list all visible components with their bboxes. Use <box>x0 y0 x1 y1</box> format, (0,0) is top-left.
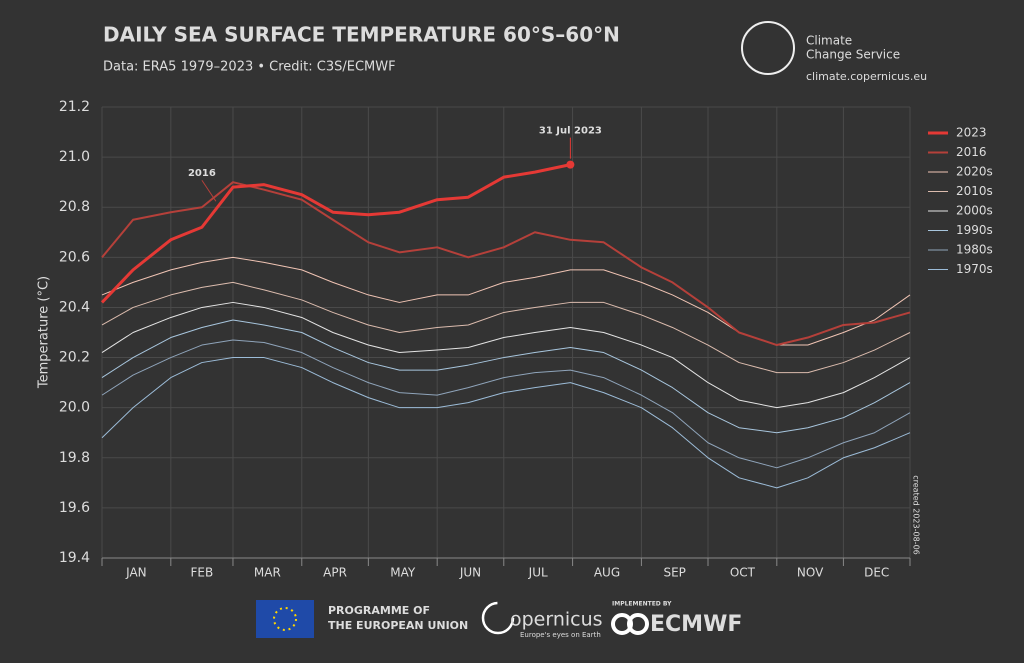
x-tick-label: NOV <box>797 566 824 580</box>
y-axis-label: Temperature (°C) <box>37 276 52 389</box>
legend-label: 1970s <box>956 262 993 276</box>
chart-subtitle: Data: ERA5 1979–2023 • Credit: C3S/ECMWF <box>103 60 396 75</box>
x-tick-label: APR <box>323 566 347 580</box>
series-line <box>101 281 911 374</box>
x-tick-label: MAY <box>390 566 416 580</box>
copernicus-text: opernicus <box>510 609 603 631</box>
series-line <box>101 181 911 347</box>
y-tick-label: 20.2 <box>59 350 90 366</box>
annotation-arrow <box>201 179 217 202</box>
y-tick-label: 20.6 <box>59 249 90 265</box>
y-tick-label: 20.0 <box>59 400 90 416</box>
legend-label: 2016 <box>956 145 987 159</box>
service-name: Climate <box>806 34 852 48</box>
legend-label: 1990s <box>956 223 993 237</box>
ecmwf-logo <box>627 613 649 635</box>
legend-label: 2000s <box>956 204 993 218</box>
legend-label: 2023 <box>956 126 987 140</box>
service-name: Change Service <box>806 48 900 62</box>
y-tick-label: 21.2 <box>59 99 90 115</box>
x-tick-label: SEP <box>663 566 685 580</box>
series-line <box>101 319 911 434</box>
ecmwf-text: ECMWF <box>650 612 742 637</box>
y-tick-label: 19.4 <box>59 550 90 566</box>
eu-stars <box>273 607 297 631</box>
y-tick-label: 19.8 <box>59 450 90 466</box>
series-line <box>101 301 911 409</box>
eu-text: THE EUROPEAN UNION <box>328 619 468 632</box>
y-tick-label: 21.0 <box>59 149 90 165</box>
series-line <box>101 357 911 489</box>
created-date: created 2023-08-06 <box>912 475 921 555</box>
x-tick-label: JAN <box>125 566 147 580</box>
legend-label: 2010s <box>956 184 993 198</box>
chart-title: DAILY SEA SURFACE TEMPERATURE 60°S–60°N <box>103 23 620 47</box>
legend-label: 2020s <box>956 165 993 179</box>
x-tick-label: FEB <box>191 566 214 580</box>
series-line <box>101 339 911 469</box>
legend-label: 1980s <box>956 243 993 257</box>
x-tick-label: JUN <box>459 566 481 580</box>
service-url: climate.copernicus.eu <box>806 70 927 83</box>
copernicus-tagline: Europe's eyes on Earth <box>520 631 601 639</box>
x-tick-label: AUG <box>594 566 620 580</box>
annotation: 31 Jul 2023 <box>539 126 602 137</box>
annotation: 2016 <box>188 168 216 179</box>
y-tick-label: 19.6 <box>59 500 90 516</box>
c3s-logo <box>741 21 795 75</box>
x-tick-label: MAR <box>254 566 281 580</box>
x-tick-label: OCT <box>730 566 756 580</box>
end-point <box>566 160 575 169</box>
eu-flag <box>256 600 314 638</box>
copernicus-c <box>481 601 515 635</box>
x-tick-label: DEC <box>864 566 889 580</box>
implemented-by: IMPLEMENTED BY <box>612 601 672 608</box>
y-tick-label: 20.4 <box>59 299 90 315</box>
x-tick-label: JUL <box>528 566 548 580</box>
eu-text: PROGRAMME OF <box>328 604 430 617</box>
y-tick-label: 20.8 <box>59 199 90 215</box>
series-line <box>100 163 571 304</box>
